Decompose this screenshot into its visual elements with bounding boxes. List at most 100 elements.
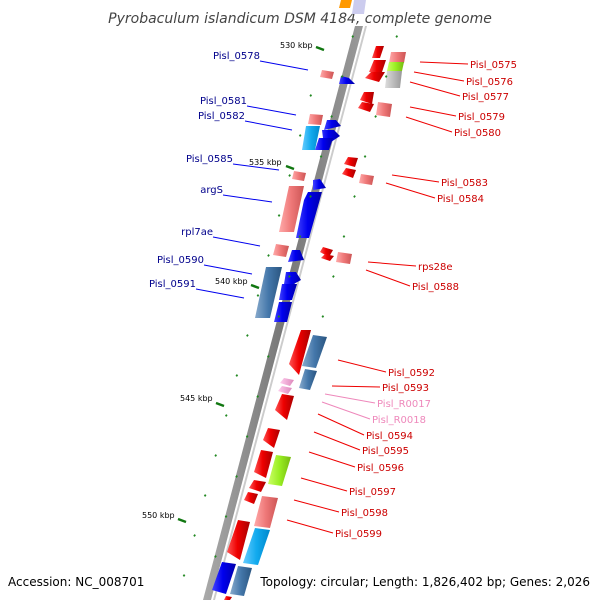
label-leader-line — [293, 499, 340, 513]
minor-tick-dot — [384, 75, 388, 78]
minor-tick-dot — [319, 155, 323, 158]
label-leader-line — [385, 182, 436, 199]
feature-label-right[interactable]: rps28e — [418, 262, 453, 273]
gene-pisl-0584[interactable] — [342, 168, 374, 185]
minor-tick-dot — [256, 294, 260, 297]
kbp-tick-label: 535 kbp — [249, 158, 282, 167]
feature-label-right[interactable]: Pisl_0575 — [470, 60, 517, 71]
minor-tick-dot — [309, 94, 313, 97]
kbp-tick-label: 530 kbp — [280, 41, 313, 50]
feature-label-right[interactable]: Pisl_0593 — [382, 383, 429, 394]
feature-label-left[interactable]: Pisl_0578 — [213, 51, 260, 62]
minor-tick-dot — [245, 435, 249, 438]
label-leader-line — [413, 71, 465, 82]
minor-tick-dot — [332, 275, 335, 278]
gene-pisl-0595[interactable] — [263, 428, 280, 448]
gene-pisl-0583[interactable] — [344, 157, 358, 167]
label-leader-line — [409, 81, 461, 97]
minor-ticks — [182, 35, 399, 577]
minor-tick-dot — [256, 395, 260, 398]
label-leader-line — [367, 261, 417, 267]
feature-label-right[interactable]: Pisl_0583 — [441, 178, 488, 189]
gene-pisl-0577[interactable] — [365, 71, 402, 88]
gene-pisl-0588[interactable] — [336, 252, 352, 264]
gene-pisl-0593[interactable] — [299, 369, 317, 390]
gene-pisl-0576[interactable] — [369, 60, 404, 72]
gene-pisl-0592[interactable] — [289, 330, 327, 375]
gene-pisl-0581[interactable] — [308, 114, 341, 130]
gene-pisl-0590[interactable] — [279, 272, 301, 300]
label-leader-line — [300, 477, 348, 492]
gene-pisl-0575[interactable] — [372, 46, 406, 63]
label-leader-line — [365, 269, 411, 287]
gene-pisl-0598[interactable] — [244, 492, 278, 528]
feature-label-left[interactable]: Pisl_0591 — [149, 279, 196, 290]
feature-label-right[interactable]: Pisl_0597 — [349, 487, 396, 498]
gene-pisl-0580[interactable] — [358, 102, 392, 117]
map-title: Pyrobaculum islandicum DSM 4184, complet… — [108, 11, 492, 27]
feature-label-right[interactable]: Pisl_0577 — [462, 92, 509, 103]
minor-tick-dot — [374, 115, 377, 118]
minor-tick-dot — [351, 35, 355, 38]
gene-pisl-0585[interactable] — [292, 171, 306, 181]
feature-label-left[interactable]: Pisl_0582 — [198, 111, 245, 122]
label-leader-line — [337, 359, 387, 373]
label-leader-line — [222, 194, 273, 203]
feature-label-left[interactable]: Pisl_0581 — [200, 96, 247, 107]
kbp-tick-label: 545 kbp — [180, 394, 213, 403]
minor-tick-dot — [321, 315, 325, 318]
feature-label-right[interactable]: Pisl_R0017 — [377, 399, 431, 410]
gene-pisl-0596[interactable] — [254, 450, 291, 486]
feature-label-left[interactable]: argS — [200, 185, 223, 196]
gene-pisl-0579[interactable] — [360, 92, 374, 104]
gene-pisl-0578[interactable] — [320, 70, 355, 84]
label-leader-line — [321, 401, 371, 420]
minor-tick-dot — [267, 254, 270, 257]
minor-tick-dot — [288, 275, 291, 278]
minor-tick-dot — [266, 355, 270, 358]
label-leader-line — [259, 60, 309, 71]
feature-label-right[interactable]: Pisl_0580 — [454, 128, 501, 139]
feature-label-right[interactable]: Pisl_0584 — [437, 194, 484, 205]
gene-rps28e[interactable] — [320, 247, 334, 261]
gene-pisl-r0018[interactable] — [278, 386, 292, 394]
label-leader-line — [317, 413, 365, 436]
label-leader-line — [195, 288, 245, 299]
gene-rpl7ae[interactable] — [273, 244, 304, 262]
feature-label-left[interactable]: Pisl_0590 — [157, 255, 204, 266]
gene-pisl-0594[interactable] — [275, 394, 294, 420]
gene-pisl-0599[interactable] — [227, 520, 270, 565]
feature-label-left[interactable]: Pisl_0585 — [186, 154, 233, 165]
feature-label-right[interactable]: Pisl_0598 — [341, 508, 388, 519]
gene-top-lavender[interactable] — [352, 0, 366, 14]
feature-label-right[interactable]: Pisl_0594 — [366, 431, 413, 442]
feature-label-right[interactable]: Pisl_0592 — [388, 368, 435, 379]
gene-pisl-0597[interactable] — [249, 480, 266, 492]
feature-label-right[interactable]: Pisl_0599 — [335, 529, 382, 540]
gene-args[interactable] — [279, 179, 326, 238]
minor-tick-dot — [277, 315, 281, 318]
label-leader-line — [286, 519, 334, 534]
minor-tick-dot — [214, 454, 218, 457]
label-leader-line — [419, 61, 469, 65]
feature-label-right[interactable]: Pisl_0596 — [357, 463, 404, 474]
feature-label-right[interactable]: Pisl_0576 — [466, 77, 513, 88]
feature-label-right[interactable]: Pisl_0595 — [362, 446, 409, 457]
label-leader-line — [246, 105, 297, 116]
feature-label-right[interactable]: Pisl_0579 — [458, 112, 505, 123]
gene-top-orange[interactable] — [339, 0, 352, 8]
gene-pisl-r0017[interactable] — [280, 378, 294, 386]
kbp-tick-mark — [285, 164, 295, 171]
minor-tick-dot — [342, 235, 346, 238]
feature-label-right[interactable]: Pisl_0588 — [412, 282, 459, 293]
feature-label-left[interactable]: rpl7ae — [181, 227, 213, 238]
label-leader-line — [308, 451, 356, 468]
gene-bottom-partial[interactable] — [212, 562, 252, 600]
feature-labels: Pisl_0578 Pisl_0581 Pisl_0582 Pisl_0585 argS… — [149, 51, 517, 540]
gene-pisl-0582[interactable] — [302, 126, 340, 150]
minor-tick-dot — [224, 414, 228, 417]
minor-tick-dot — [395, 35, 399, 38]
feature-label-right[interactable]: Pisl_R0018 — [372, 415, 426, 426]
label-leader-line — [409, 106, 457, 117]
